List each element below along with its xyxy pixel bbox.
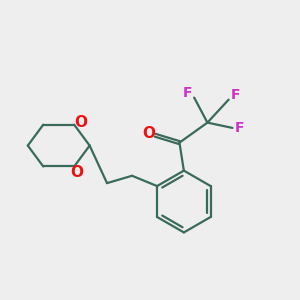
Text: F: F [230, 88, 240, 102]
Text: O: O [74, 115, 87, 130]
Text: O: O [142, 126, 155, 141]
Text: F: F [183, 86, 192, 100]
Text: O: O [70, 166, 84, 181]
Text: F: F [235, 121, 244, 135]
